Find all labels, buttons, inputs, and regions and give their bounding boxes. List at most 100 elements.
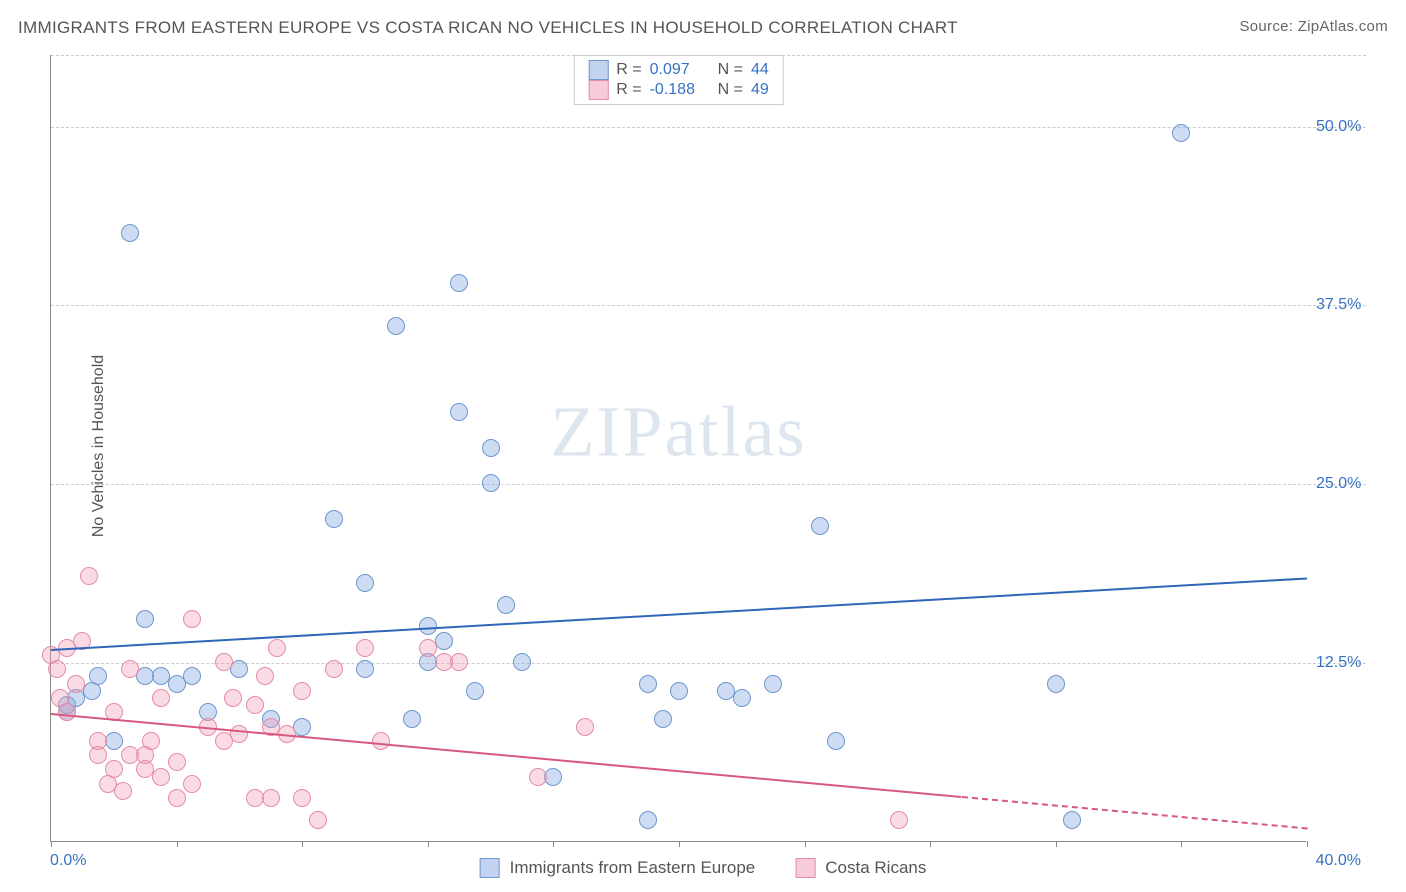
data-point: [356, 574, 374, 592]
data-point: [466, 682, 484, 700]
n-value: 44: [751, 61, 769, 79]
r-label: R =: [616, 61, 641, 79]
x-tick: [177, 841, 178, 847]
data-point: [152, 768, 170, 786]
r-value: 0.097: [650, 61, 710, 79]
data-point: [811, 517, 829, 535]
legend-item: Costa Ricans: [795, 858, 926, 878]
data-point: [639, 811, 657, 829]
data-point: [890, 811, 908, 829]
data-point: [827, 732, 845, 750]
data-point: [356, 660, 374, 678]
y-tick-label: 12.5%: [1316, 654, 1386, 672]
data-point: [576, 718, 594, 736]
data-point: [497, 596, 515, 614]
data-point: [262, 789, 280, 807]
x-tick: [679, 841, 680, 847]
data-point: [183, 610, 201, 628]
data-point: [293, 718, 311, 736]
data-point: [544, 768, 562, 786]
legend-label: Immigrants from Eastern Europe: [510, 858, 756, 878]
data-point: [419, 639, 437, 657]
data-point: [121, 224, 139, 242]
x-tick: [302, 841, 303, 847]
data-point: [764, 675, 782, 693]
data-point: [152, 689, 170, 707]
data-point: [482, 474, 500, 492]
x-tick: [51, 841, 52, 847]
chart-title: IMMIGRANTS FROM EASTERN EUROPE VS COSTA …: [18, 18, 958, 38]
gridline-h: [51, 55, 1366, 56]
data-point: [183, 775, 201, 793]
legend-item: Immigrants from Eastern Europe: [480, 858, 756, 878]
data-point: [224, 689, 242, 707]
n-value: 49: [751, 81, 769, 99]
data-point: [121, 660, 139, 678]
data-point: [142, 732, 160, 750]
data-point: [114, 782, 132, 800]
data-point: [482, 439, 500, 457]
data-point: [80, 567, 98, 585]
data-point: [48, 660, 66, 678]
x-axis-start-label: 0.0%: [50, 852, 86, 870]
legend-swatch: [588, 60, 608, 80]
data-point: [325, 660, 343, 678]
data-point: [529, 768, 547, 786]
data-point: [268, 639, 286, 657]
data-point: [387, 317, 405, 335]
legend-row: R = 0.097 N = 44: [588, 60, 768, 80]
data-point: [168, 789, 186, 807]
gridline-h: [51, 663, 1366, 664]
data-point: [654, 710, 672, 728]
data-point: [435, 632, 453, 650]
x-axis-end-label: 40.0%: [1316, 852, 1361, 870]
data-point: [215, 653, 233, 671]
legend-label: Costa Ricans: [825, 858, 926, 878]
data-point: [733, 689, 751, 707]
title-bar: IMMIGRANTS FROM EASTERN EUROPE VS COSTA …: [18, 18, 1388, 38]
data-point: [89, 667, 107, 685]
data-point: [183, 667, 201, 685]
data-point: [256, 667, 274, 685]
data-point: [136, 610, 154, 628]
x-tick: [1056, 841, 1057, 847]
data-point: [246, 696, 264, 714]
data-point: [1063, 811, 1081, 829]
legend-swatch: [480, 858, 500, 878]
gridline-h: [51, 127, 1366, 128]
data-point: [89, 746, 107, 764]
watermark: ZIPatlas: [551, 391, 807, 474]
data-point: [356, 639, 374, 657]
data-point: [670, 682, 688, 700]
data-point: [513, 653, 531, 671]
y-tick-label: 25.0%: [1316, 475, 1386, 493]
data-point: [58, 703, 76, 721]
y-tick-label: 37.5%: [1316, 296, 1386, 314]
series-legend: Immigrants from Eastern Europe Costa Rica…: [480, 858, 927, 878]
data-point: [1172, 124, 1190, 142]
n-label: N =: [718, 81, 743, 99]
gridline-h: [51, 305, 1366, 306]
y-tick-label: 50.0%: [1316, 118, 1386, 136]
data-point: [450, 274, 468, 292]
trend-line: [51, 577, 1307, 651]
r-label: R =: [616, 81, 641, 99]
data-point: [67, 675, 85, 693]
plot-area: ZIPatlas R =0.097N =44R =-0.188N =49 12.…: [50, 55, 1306, 842]
x-tick: [930, 841, 931, 847]
x-tick: [428, 841, 429, 847]
n-label: N =: [718, 61, 743, 79]
x-tick: [1307, 841, 1308, 847]
x-tick: [1181, 841, 1182, 847]
x-tick: [805, 841, 806, 847]
data-point: [450, 403, 468, 421]
legend-row: R =-0.188N =49: [588, 80, 768, 100]
x-tick: [553, 841, 554, 847]
data-point: [450, 653, 468, 671]
data-point: [372, 732, 390, 750]
data-point: [639, 675, 657, 693]
data-point: [293, 789, 311, 807]
data-point: [325, 510, 343, 528]
data-point: [293, 682, 311, 700]
data-point: [105, 732, 123, 750]
